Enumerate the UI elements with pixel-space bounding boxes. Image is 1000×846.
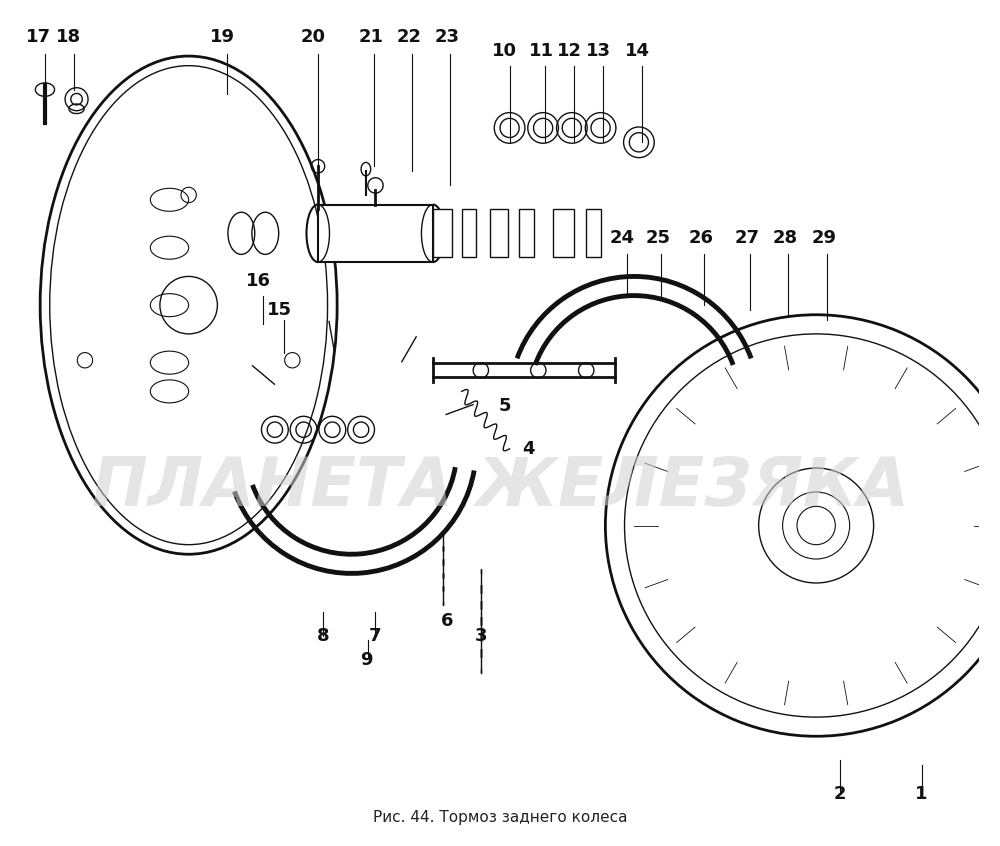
Text: 26: 26: [689, 229, 714, 247]
Text: ПЛАНЕТА ЖЕЛЕЗЯКА: ПЛАНЕТА ЖЕЛЕЗЯКА: [92, 454, 908, 520]
Text: 18: 18: [56, 28, 81, 46]
Text: 28: 28: [773, 229, 798, 247]
Text: 7: 7: [369, 627, 382, 645]
Bar: [462, 209, 476, 257]
Text: 19: 19: [210, 28, 235, 46]
Bar: [318, 205, 433, 262]
Text: 20: 20: [301, 28, 326, 46]
Text: 14: 14: [624, 42, 649, 60]
Text: 15: 15: [267, 301, 292, 319]
Text: 24: 24: [610, 229, 635, 247]
Text: 12: 12: [557, 42, 582, 60]
Text: 2: 2: [834, 785, 846, 803]
Text: 16: 16: [246, 272, 271, 290]
Text: 21: 21: [358, 28, 383, 46]
Text: 11: 11: [529, 42, 554, 60]
Text: 9: 9: [360, 651, 372, 668]
Text: 6: 6: [441, 613, 454, 630]
Text: 5: 5: [499, 397, 511, 415]
Bar: [490, 209, 508, 257]
Text: 3: 3: [475, 627, 487, 645]
Text: 23: 23: [435, 28, 460, 46]
Text: 17: 17: [26, 28, 51, 46]
Bar: [433, 209, 452, 257]
Text: 27: 27: [735, 229, 760, 247]
Text: 4: 4: [522, 440, 535, 458]
Text: 10: 10: [492, 42, 517, 60]
Text: 29: 29: [811, 229, 836, 247]
Text: 13: 13: [586, 42, 611, 60]
Bar: [586, 209, 601, 257]
Text: 22: 22: [396, 28, 421, 46]
Text: 8: 8: [316, 627, 329, 645]
Bar: [553, 209, 574, 257]
Text: Рис. 44. Тормоз заднего колеса: Рис. 44. Тормоз заднего колеса: [373, 810, 627, 825]
Bar: [519, 209, 534, 257]
Text: 25: 25: [646, 229, 671, 247]
Text: 1: 1: [915, 785, 928, 803]
